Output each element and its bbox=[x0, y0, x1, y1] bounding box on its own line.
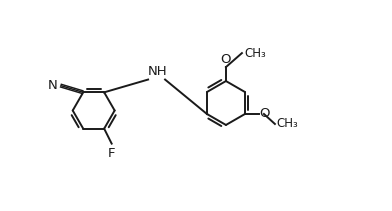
Text: CH₃: CH₃ bbox=[244, 47, 266, 60]
Text: N: N bbox=[47, 79, 57, 92]
Text: F: F bbox=[108, 147, 115, 160]
Text: NH: NH bbox=[147, 65, 167, 78]
Text: O: O bbox=[221, 53, 231, 66]
Text: O: O bbox=[260, 107, 270, 120]
Text: CH₃: CH₃ bbox=[276, 118, 298, 130]
